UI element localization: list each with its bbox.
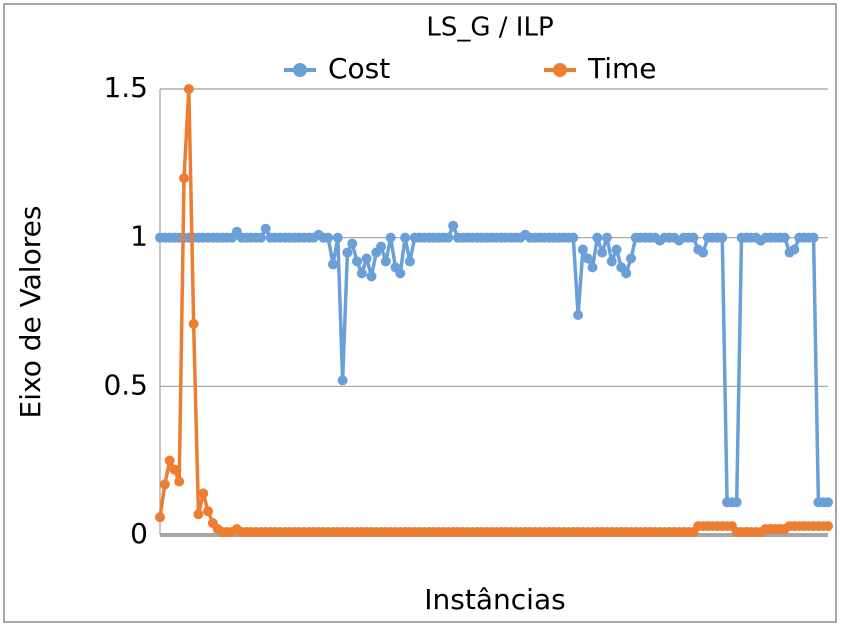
data-point [823,497,833,508]
data-point [448,220,459,231]
y-tick-label: 0.5 [103,368,148,401]
y-tick-label: 1.5 [103,71,148,104]
data-point [183,84,194,94]
y-tick-label: 1 [130,220,148,253]
data-point [159,479,170,490]
data-point [328,259,339,270]
data-point [592,232,603,243]
data-point [606,256,617,267]
data-point [582,253,593,264]
data-point [823,521,833,532]
data-point [443,232,454,243]
data-point [573,309,584,320]
data-point [169,464,180,475]
data-point [337,375,348,386]
data-point [400,232,411,243]
y-axis-label: Eixo de Valores [14,206,47,419]
data-point [568,232,579,243]
x-axis-label: Instâncias [424,583,565,616]
data-point [193,509,204,520]
data-point [380,256,391,267]
legend-marker [293,63,307,77]
data-point [779,232,790,243]
data-point [587,262,598,273]
data-point [164,455,175,466]
data-point [198,488,209,499]
data-point [688,232,699,243]
legend-label: Cost [328,52,390,85]
y-tick-label: 0 [130,517,148,550]
data-point [601,232,612,243]
data-point [625,253,636,264]
data-point [789,244,800,255]
chart-frame [3,3,837,623]
data-point [260,223,271,234]
data-point [188,318,199,329]
data-point [155,512,165,523]
data-point [352,256,363,267]
data-point [361,253,372,264]
data-point [717,232,728,243]
data-point [179,173,190,184]
data-point [698,247,709,258]
data-point [385,232,396,243]
data-point [332,232,343,243]
data-point [597,247,608,258]
data-point [404,256,415,267]
legend-label: Time [587,52,657,85]
data-point [731,497,742,508]
data-point [356,268,367,279]
data-point [255,232,266,243]
data-point [174,476,185,487]
data-point [376,241,387,252]
data-point [808,232,819,243]
data-point [342,247,353,258]
chart-title: LS_G / ILP [426,13,553,43]
data-point [323,232,334,243]
data-point [203,506,214,517]
data-point [611,244,622,255]
legend-marker [553,63,567,77]
data-point [577,244,588,255]
data-point [366,271,377,282]
data-point [347,238,358,249]
data-point [621,268,632,279]
data-point [395,268,406,279]
